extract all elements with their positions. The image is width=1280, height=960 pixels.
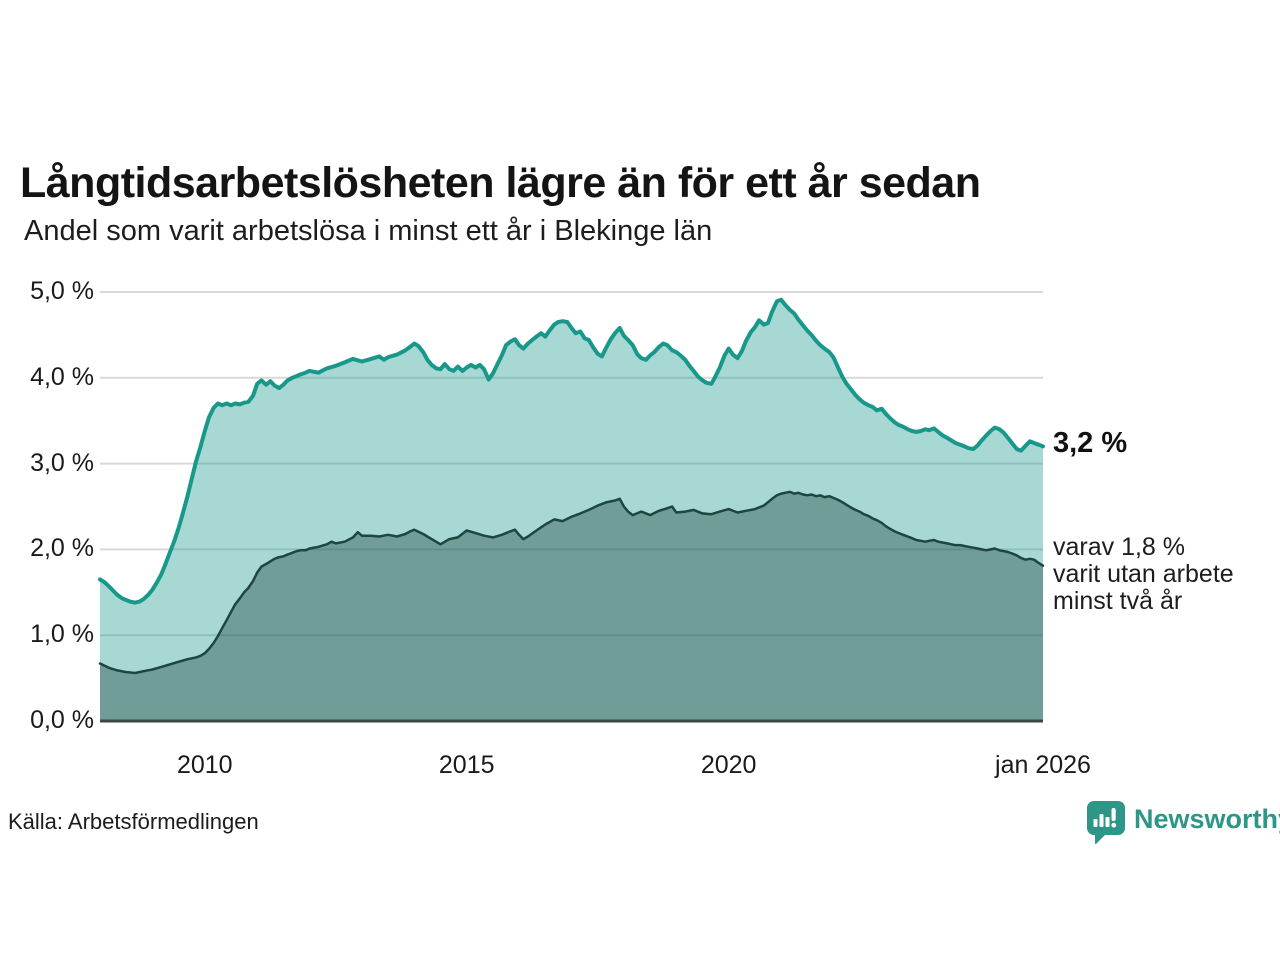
y-axis-tick-label: 3,0 % <box>30 448 94 477</box>
newsworthy-wordmark: Newsworthy <box>1134 804 1280 834</box>
y-axis-tick-label: 0,0 % <box>30 706 94 734</box>
chart-title: Långtidsarbetslösheten lägre än för ett … <box>20 158 981 207</box>
annotation-line: minst två år <box>1053 586 1183 615</box>
newsworthy-logo: Newsworthy <box>1086 800 1280 844</box>
annotation-line: varav 1,8 % <box>1053 532 1186 561</box>
newsworthy-bubble-icon <box>1087 801 1125 844</box>
chart-subtitle: Andel som varit arbetslösa i minst ett å… <box>24 215 713 247</box>
y-axis-tick-label: 5,0 % <box>30 277 94 305</box>
annotation-line: varit utan arbete <box>1053 559 1234 588</box>
series-end-value-label: 3,2 % <box>1053 427 1128 460</box>
x-axis-tick-label: 2020 <box>700 751 757 779</box>
source-note: Källa: Arbetsförmedlingen <box>8 809 259 834</box>
y-axis-tick-label: 1,0 % <box>30 620 94 649</box>
x-axis-tick-label: 2010 <box>176 751 233 779</box>
x-axis-tick-label: jan 2026 <box>995 751 1091 779</box>
x-axis-tick-label: 2015 <box>438 751 495 779</box>
y-axis-tick-label: 2,0 % <box>30 534 94 563</box>
series-end-annotation: varav 1,8 % varit utan arbete minst två … <box>1053 532 1234 615</box>
y-axis-tick-label: 4,0 % <box>30 362 94 391</box>
